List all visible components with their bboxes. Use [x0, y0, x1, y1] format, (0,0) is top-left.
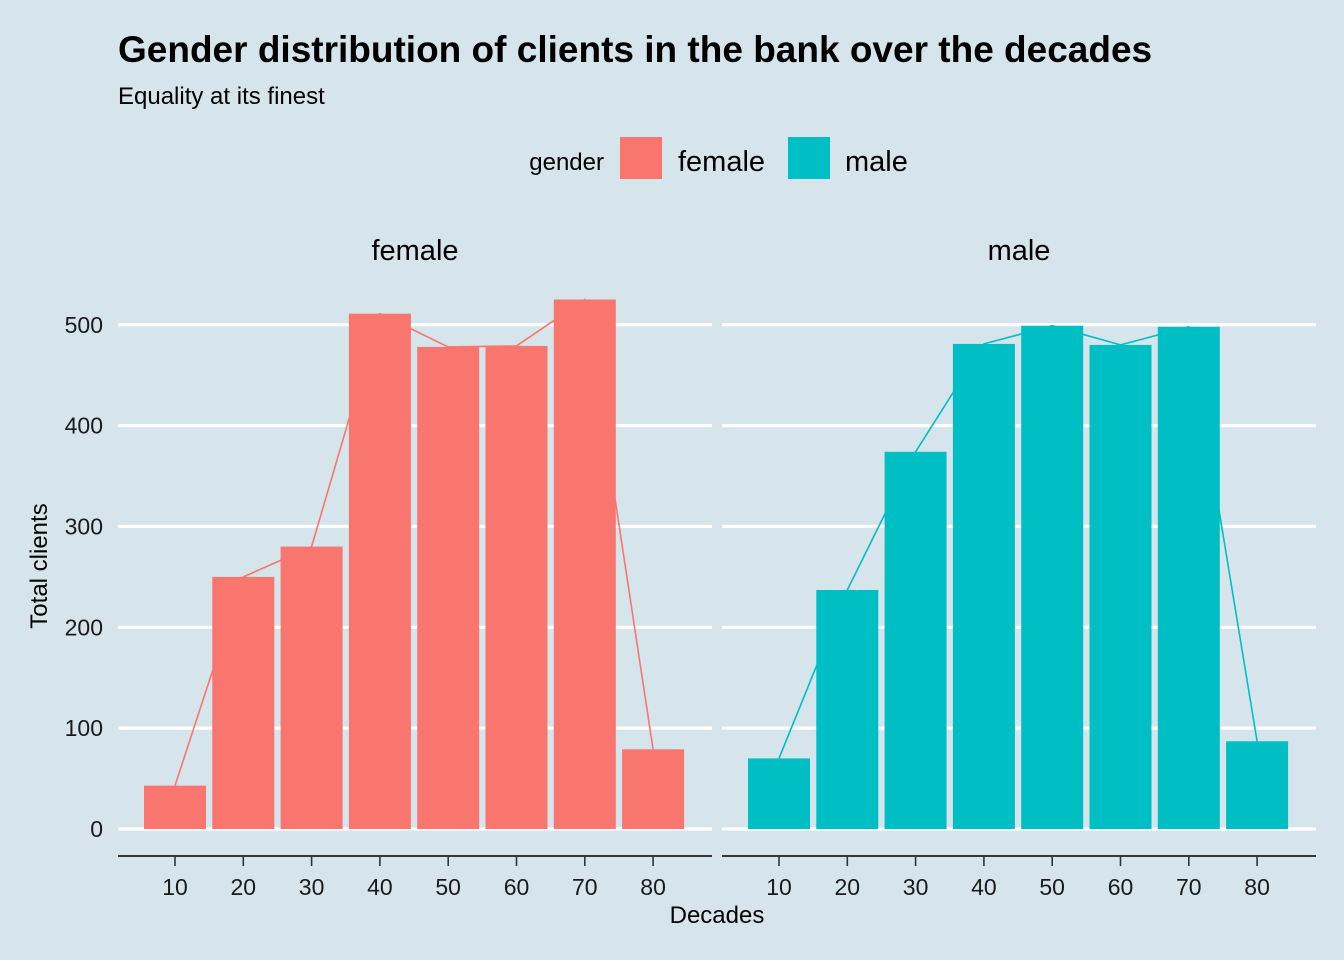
x-tick-label: 60	[1108, 874, 1134, 900]
bar-male-40	[952, 343, 1015, 829]
bar-female-30	[280, 546, 343, 829]
legend-swatch-female	[620, 137, 662, 179]
chart-subtitle: Equality at its finest	[118, 83, 325, 110]
bar-female-20	[212, 576, 275, 829]
x-tick-label: 50	[435, 874, 461, 900]
legend: gender female male	[529, 137, 908, 179]
bar-male-30	[884, 451, 947, 829]
x-tick-label: 40	[971, 874, 997, 900]
x-tick-label: 30	[903, 874, 929, 900]
bar-male-70	[1157, 326, 1220, 829]
trend-line-female	[174, 298, 654, 786]
x-tick-label: 20	[231, 874, 257, 900]
x-tick-label: 20	[835, 874, 861, 900]
bar-male-60	[1089, 344, 1152, 829]
x-tick-label: 70	[1176, 874, 1202, 900]
x-tick-label: 30	[299, 874, 325, 900]
y-tick-label: 300	[65, 513, 103, 539]
y-tick-label: 100	[65, 715, 103, 741]
legend-title: gender	[529, 149, 604, 176]
trend-line-male	[778, 324, 1258, 759]
x-tick-label: 40	[367, 874, 393, 900]
x-tick-label: 60	[504, 874, 530, 900]
bar-male-80	[1226, 741, 1289, 829]
bar-female-80	[622, 749, 685, 829]
x-tick-label: 80	[640, 874, 666, 900]
y-tick-label: 400	[65, 413, 103, 439]
facet-panels: 10 20 30 40 50 60 70 80 10 20 30 40 50 60 70 80	[118, 298, 1316, 900]
bar-female-40	[348, 313, 411, 829]
x-tick-label: 70	[572, 874, 598, 900]
panel-female: 10 20 30 40 50 60 70 80	[118, 298, 712, 900]
bar-female-70	[553, 299, 616, 830]
bar-male-10	[748, 758, 810, 829]
bar-female-60	[485, 345, 548, 829]
legend-swatch-male	[788, 137, 830, 179]
panel-male: 10 20 30 40 50 60 70 80	[722, 324, 1316, 900]
y-axis-title: Total clients	[26, 503, 53, 628]
x-axis-title: Decades	[670, 902, 765, 929]
bar-male-50	[1021, 325, 1084, 829]
y-tick-label: 0	[90, 816, 103, 842]
legend-label-female: female	[678, 146, 765, 178]
x-tick-label: 50	[1039, 874, 1065, 900]
bar-male-20	[816, 589, 879, 829]
x-tick-label: 10	[766, 874, 792, 900]
facet-strip-female: female	[371, 235, 458, 267]
chart-title: Gender distribution of clients in the ba…	[118, 29, 1152, 70]
y-tick-label: 500	[65, 312, 103, 338]
y-tick-label: 200	[65, 614, 103, 640]
y-tick-labels: 0 100 200 300 400 500	[65, 312, 103, 842]
bar-female-50	[417, 346, 480, 829]
bar-female-10	[144, 785, 206, 829]
x-tick-label: 80	[1244, 874, 1270, 900]
x-tick-label: 10	[162, 874, 188, 900]
facet-strip-male: male	[988, 235, 1051, 267]
legend-label-male: male	[845, 146, 908, 178]
